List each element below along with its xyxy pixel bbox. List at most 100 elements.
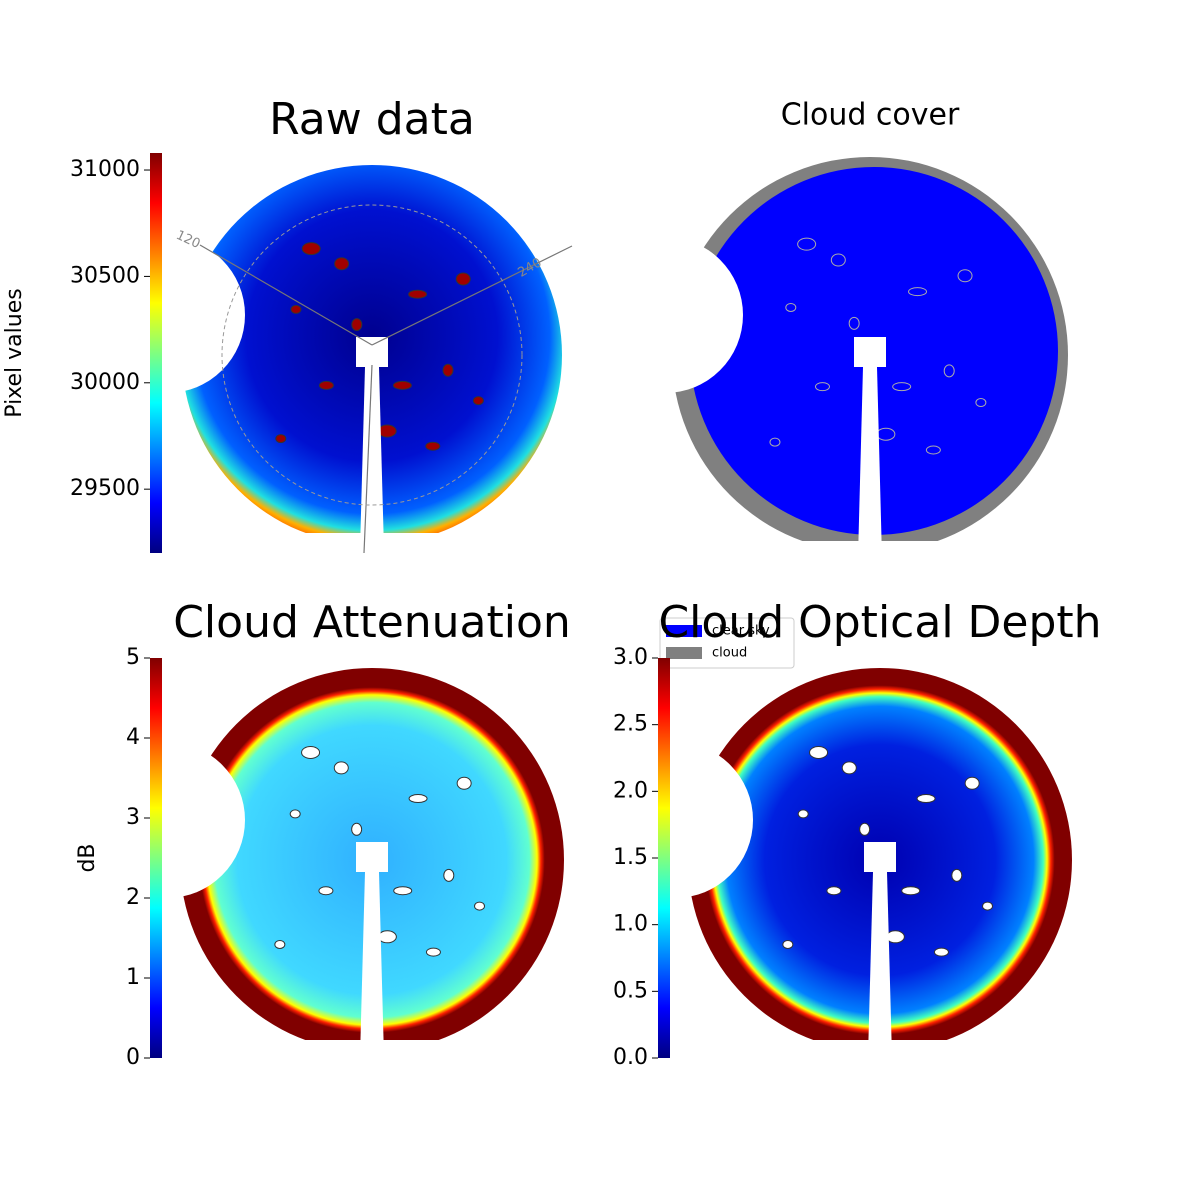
cloud-spot [289, 809, 301, 819]
horizon-mask [89, 742, 245, 898]
cloud-spot [826, 886, 842, 896]
cloud-spot [925, 445, 941, 455]
cloud-spot [377, 930, 397, 944]
tick-label: 1 [126, 965, 140, 990]
cloud-spot [964, 776, 980, 790]
cloud-spot [377, 424, 397, 438]
cloud-spot [892, 382, 912, 392]
cloud-spot [301, 242, 321, 256]
cloud-spot [474, 901, 486, 911]
cloud-spot [333, 761, 349, 775]
panel: Raw data12024029500300003050031000Pixel … [2, 94, 573, 563]
tick-label: 2.0 [613, 778, 648, 803]
cloud-spot [908, 287, 928, 297]
cloud-spot [769, 437, 781, 447]
colorbar-label: Pixel values [2, 288, 27, 417]
obstruction [356, 337, 388, 367]
cloud-spot [442, 363, 454, 377]
cloud-spot [334, 257, 350, 271]
cloud-spot [809, 745, 829, 759]
cloud-spot [393, 886, 413, 896]
cloud-spot [275, 434, 287, 444]
tick-label: 1.0 [613, 912, 648, 937]
cloud-spot [943, 364, 955, 378]
tick-label: 2 [126, 885, 140, 910]
cloud-spot [785, 302, 797, 312]
cloud-spot [859, 822, 871, 836]
tick-label: 4 [126, 725, 140, 750]
legend: clear sky cloud [659, 617, 795, 669]
panel-title: Cloud cover [781, 98, 960, 133]
horizon-mask [587, 237, 743, 393]
obstruction [854, 337, 886, 367]
cloud-spot [848, 316, 860, 330]
polar-axis [371, 245, 573, 346]
colorbar [150, 153, 162, 553]
tick-label: 0.5 [613, 978, 648, 1003]
cloud-spot [901, 886, 921, 896]
horizon-mask [89, 237, 245, 393]
obstruction [360, 872, 384, 1057]
tick-label: 0.0 [613, 1045, 648, 1070]
cloud-spot [408, 289, 428, 299]
panel: Cloud Attenuation 0 1 2 3 4 5 dB [75, 597, 571, 1070]
cloud-spot [351, 822, 363, 836]
horizon-mask [597, 742, 753, 898]
cloud-spot [951, 868, 963, 882]
cloud-spot [975, 398, 987, 408]
cloud-spot [456, 776, 472, 790]
tick-label: 31000 [70, 157, 140, 182]
polar-ring [221, 204, 523, 506]
cloud-spot [425, 947, 441, 957]
cloud-spot [392, 380, 412, 390]
polar-axis [363, 364, 373, 554]
legend-label: clear sky [712, 624, 770, 639]
cloud-spot [443, 868, 455, 882]
cloud-spot [982, 901, 994, 911]
cloud-spot [797, 237, 817, 251]
cloud-spot [830, 253, 846, 267]
tick-label: 2.5 [613, 712, 648, 737]
colorbar-label: dB [75, 843, 100, 872]
cloud-spot [933, 947, 949, 957]
legend-swatch [666, 647, 702, 659]
cloud-spot [957, 269, 973, 283]
cloud-spot [797, 809, 809, 819]
cloud-spot [301, 745, 321, 759]
panel-title: Cloud Optical Depth [658, 597, 1101, 648]
cloud-spot [318, 886, 334, 896]
cloud-spot [841, 761, 857, 775]
cloud-spot [425, 441, 441, 451]
cloud-spot [455, 272, 471, 286]
cloud-spot [351, 318, 363, 332]
colorbar [150, 658, 162, 1058]
cloud-spot [408, 794, 428, 804]
panel: Cloud Optical Depth 0.0 0.5 1.0 1.5 2.0 2.5 3.0 [597, 597, 1102, 1070]
cloud-spot [782, 939, 794, 949]
cloud-spot [318, 380, 334, 390]
obstruction [864, 842, 896, 872]
panel: Cloud cover [587, 98, 1073, 571]
tick-label: 30000 [70, 370, 140, 395]
polar-axis [199, 244, 373, 346]
cloud-spot [814, 382, 830, 392]
tick-label: 29500 [70, 476, 140, 501]
cloud-spot [885, 930, 905, 944]
panel-title: Cloud Attenuation [173, 597, 571, 648]
obstruction [868, 872, 892, 1057]
tick-label: 1.5 [613, 845, 648, 870]
obstruction [858, 367, 882, 558]
tick-label: 0 [126, 1045, 140, 1070]
legend-label: cloud [712, 646, 747, 661]
obstruction [356, 842, 388, 872]
cloud-spot [472, 396, 484, 406]
colorbar [658, 658, 670, 1058]
tick-label: 30500 [70, 263, 140, 288]
cloud-spot [916, 794, 936, 804]
tick-label: 3.0 [613, 645, 648, 670]
cloud-spot [290, 304, 302, 314]
panel-title: Raw data [269, 94, 475, 145]
cloud-spot [274, 939, 286, 949]
tick-label: 3 [126, 805, 140, 830]
